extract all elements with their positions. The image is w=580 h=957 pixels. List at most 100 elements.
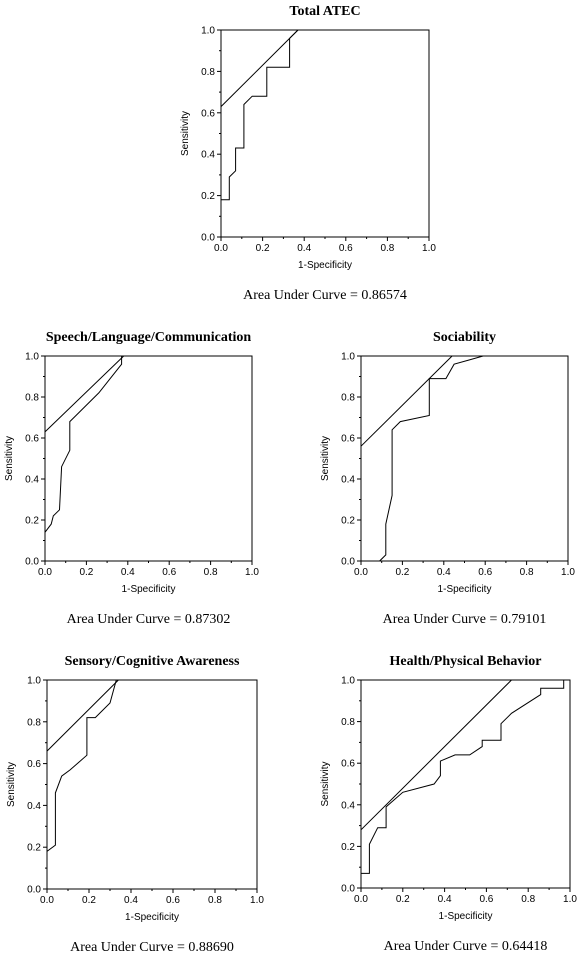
x-tick-label: 0.4 <box>437 567 451 578</box>
x-tick-label: 0.0 <box>214 243 228 254</box>
x-tick-label: 0.8 <box>204 567 218 578</box>
roc-curve <box>361 679 570 874</box>
chart-title: Sociability <box>433 330 496 345</box>
x-tick-label: 0.2 <box>256 243 270 254</box>
x-tick-label: 0.6 <box>339 243 353 254</box>
y-tick-label: 1.0 <box>27 676 41 687</box>
y-tick-label: 0.6 <box>201 108 215 119</box>
auc-caption: Area Under Curve = 0.88690 <box>70 940 234 955</box>
y-tick-label: 0.8 <box>25 393 39 404</box>
y-tick-label: 0.2 <box>201 191 215 202</box>
x-axis-label: 1-Specificity <box>298 260 352 271</box>
x-tick-label: 0.2 <box>82 895 96 906</box>
y-tick-label: 0.8 <box>201 67 215 78</box>
x-tick-label: 1.0 <box>422 243 436 254</box>
y-tick-label: 0.2 <box>341 842 355 853</box>
y-axis-label: Sensitivity <box>320 436 331 481</box>
roc-curve <box>379 355 568 562</box>
y-axis-label: Sensitivity <box>180 111 191 156</box>
y-tick-label: 0.2 <box>25 516 39 527</box>
y-tick-label: 0.0 <box>341 884 355 895</box>
roc-panel-1: Total ATEC 0.00.0 0.2 0.2 0.4 0.4 0.6 0.6 0.8 0.8… <box>180 4 436 303</box>
y-tick-label: 0.6 <box>341 759 355 770</box>
y-tick-label: 1.0 <box>341 352 355 363</box>
x-tick-label: 0.6 <box>162 567 176 578</box>
y-axis-label: Sensitivity <box>320 761 331 806</box>
chart-title: Sensory/Cognitive Awareness <box>65 654 240 669</box>
roc-curve <box>46 679 257 889</box>
x-tick-label: 0.8 <box>380 243 394 254</box>
auc-caption: Area Under Curve = 0.87302 <box>67 612 231 627</box>
x-axis-label: 1-Specificity <box>122 584 176 595</box>
reference-line <box>44 355 125 433</box>
y-tick-label: 0.6 <box>25 434 39 445</box>
y-tick-label: 0.0 <box>341 557 355 568</box>
x-tick-label: 0.8 <box>520 567 534 578</box>
y-tick-label: 0.8 <box>27 717 41 728</box>
x-tick-label: 0.4 <box>438 894 452 905</box>
x-tick-label: 1.0 <box>250 895 264 906</box>
plot-frame <box>44 355 253 562</box>
x-tick-label: 0.6 <box>479 894 493 905</box>
x-tick-label: 0.2 <box>395 567 409 578</box>
plot-frame <box>360 679 571 889</box>
y-tick-label: 0.4 <box>201 150 215 161</box>
auc-caption: Area Under Curve = 0.86574 <box>243 288 407 303</box>
reference-line <box>220 29 299 107</box>
x-tick-label: 0.0 <box>38 567 52 578</box>
x-tick-label: 1.0 <box>245 567 259 578</box>
y-tick-label: 1.0 <box>201 26 215 37</box>
y-tick-label: 0.4 <box>341 800 355 811</box>
chart-title: Total ATEC <box>289 4 360 19</box>
auc-caption: Area Under Curve = 0.79101 <box>383 612 547 627</box>
x-tick-label: 0.2 <box>79 567 93 578</box>
reference-line <box>360 679 512 831</box>
roc-curve <box>44 356 123 561</box>
y-tick-label: 1.0 <box>341 676 355 687</box>
y-tick-label: 0.0 <box>201 233 215 244</box>
x-axis-label: 1-Specificity <box>439 911 493 922</box>
x-tick-label: 0.2 <box>396 894 410 905</box>
x-axis-label: 1-Specificity <box>438 584 492 595</box>
reference-line <box>46 679 119 752</box>
roc-panel-5: Health/Physical Behavior 0.00.0 0.2 0.2 0.4 0… <box>320 654 577 954</box>
chart-title: Speech/Language/Communication <box>46 330 252 345</box>
x-tick-label: 0.8 <box>521 894 535 905</box>
reference-line <box>360 355 453 447</box>
plot-frame <box>46 679 258 890</box>
roc-panel-4: Sensory/Cognitive Awareness 0.00.0 0.2 0.2 0… <box>6 654 264 955</box>
y-tick-label: 0.4 <box>27 801 41 812</box>
x-tick-label: 0.0 <box>40 895 54 906</box>
y-tick-label: 0.4 <box>25 475 39 486</box>
y-axis-label: Sensitivity <box>6 762 17 807</box>
y-tick-label: 0.0 <box>25 557 39 568</box>
y-tick-label: 1.0 <box>25 352 39 363</box>
roc-curve <box>220 29 429 237</box>
x-tick-label: 0.0 <box>354 894 368 905</box>
roc-panel-3: Sociability 0.00.0 0.2 0.2 0.4 0.4 0.6 0.6 0.8 0.… <box>320 330 575 627</box>
x-tick-label: 0.6 <box>166 895 180 906</box>
x-tick-label: 0.4 <box>297 243 311 254</box>
x-tick-label: 0.8 <box>208 895 222 906</box>
x-tick-label: 1.0 <box>561 567 575 578</box>
plot-frame <box>220 29 430 238</box>
y-tick-label: 0.8 <box>341 393 355 404</box>
y-tick-label: 0.6 <box>341 434 355 445</box>
y-tick-label: 0.8 <box>341 717 355 728</box>
x-tick-label: 1.0 <box>563 894 577 905</box>
auc-caption: Area Under Curve = 0.64418 <box>384 939 548 954</box>
x-tick-label: 0.6 <box>478 567 492 578</box>
x-axis-label: 1-Specificity <box>125 912 179 923</box>
x-tick-label: 0.0 <box>354 567 368 578</box>
y-tick-label: 0.6 <box>27 759 41 770</box>
y-tick-label: 0.0 <box>27 885 41 896</box>
y-tick-label: 0.2 <box>27 843 41 854</box>
y-tick-label: 0.2 <box>341 516 355 527</box>
x-tick-label: 0.4 <box>121 567 135 578</box>
y-axis-label: Sensitivity <box>4 436 15 481</box>
y-tick-label: 0.4 <box>341 475 355 486</box>
x-tick-label: 0.4 <box>124 895 138 906</box>
chart-title: Health/Physical Behavior <box>389 654 541 669</box>
roc-panel-2: Speech/Language/Communication 0.00.0 0.2 0.… <box>4 330 259 627</box>
